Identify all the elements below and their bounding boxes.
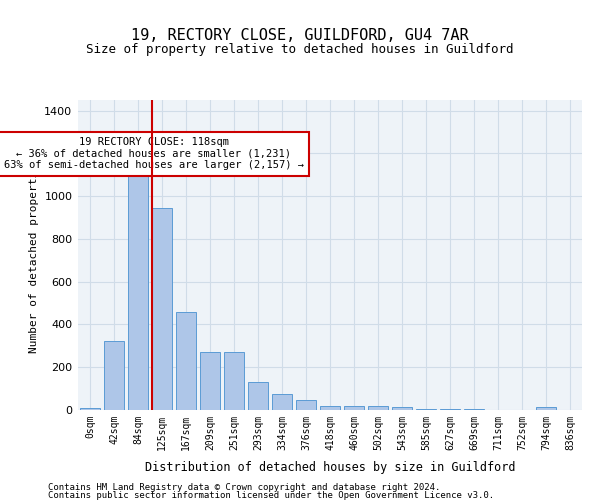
Text: 19, RECTORY CLOSE, GUILDFORD, GU4 7AR: 19, RECTORY CLOSE, GUILDFORD, GU4 7AR	[131, 28, 469, 42]
Bar	[320, 406, 340, 410]
Bar	[464, 409, 484, 410]
Text: Contains public sector information licensed under the Open Government Licence v3: Contains public sector information licen…	[48, 490, 494, 500]
Bar	[536, 407, 556, 410]
Bar	[392, 407, 412, 410]
Text: Contains HM Land Registry data © Crown copyright and database right 2024.: Contains HM Land Registry data © Crown c…	[48, 483, 440, 492]
Text: Size of property relative to detached houses in Guildford: Size of property relative to detached ho…	[86, 42, 514, 56]
Bar	[248, 382, 268, 410]
Bar	[440, 409, 460, 410]
Bar	[176, 312, 196, 410]
Text: 19 RECTORY CLOSE: 118sqm
← 36% of detached houses are smaller (1,231)
63% of sem: 19 RECTORY CLOSE: 118sqm ← 36% of detach…	[4, 137, 304, 170]
Bar	[128, 170, 148, 410]
Bar	[296, 400, 316, 410]
Bar	[200, 352, 220, 410]
Bar	[272, 394, 292, 410]
X-axis label: Distribution of detached houses by size in Guildford: Distribution of detached houses by size …	[145, 461, 515, 474]
Bar	[80, 408, 100, 410]
Y-axis label: Number of detached properties: Number of detached properties	[29, 157, 39, 353]
Bar	[368, 406, 388, 410]
Bar	[104, 340, 124, 410]
Bar	[416, 409, 436, 410]
Bar	[344, 406, 364, 410]
Bar	[152, 208, 172, 410]
Bar	[224, 352, 244, 410]
